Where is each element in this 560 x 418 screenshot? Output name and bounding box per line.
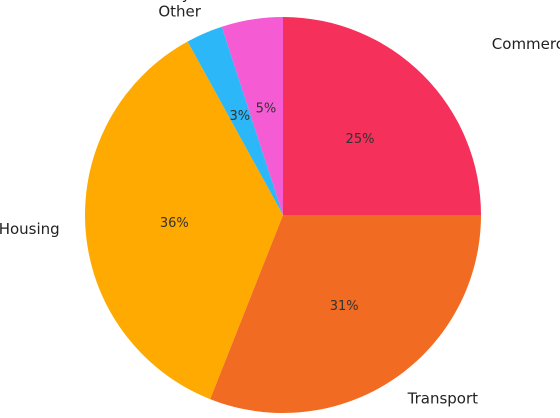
slice-label-housing: Housing: [0, 220, 60, 238]
slice-label-transport: Transport: [407, 389, 479, 407]
pie-slice-commercial-public: [283, 17, 481, 215]
slice-label-other: Other: [158, 2, 201, 20]
slice-label-commercial-public: Commercial & public: [492, 35, 560, 53]
slice-percent-transport: 31%: [330, 299, 359, 314]
slice-percent-other: 3%: [229, 109, 250, 124]
slice-label-industry-waste: Industry & waste: [129, 0, 256, 3]
pie-slices: [85, 17, 481, 413]
slice-percent-commercial-public: 25%: [346, 132, 375, 147]
slice-percent-industry-waste: 5%: [256, 101, 277, 116]
slice-percent-housing: 36%: [160, 216, 189, 231]
